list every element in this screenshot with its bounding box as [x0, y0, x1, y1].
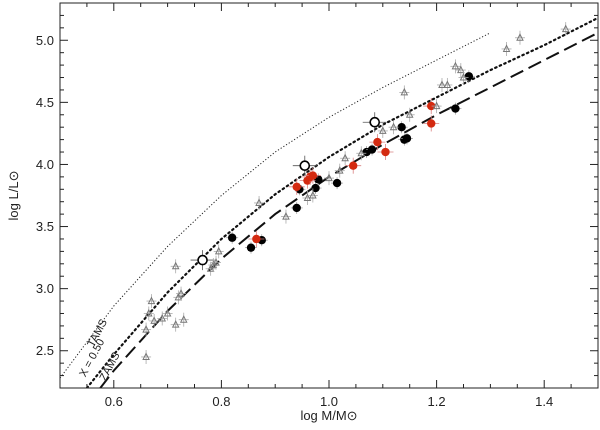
data-point-triangle [206, 264, 215, 272]
data-point-triangle [389, 122, 398, 131]
data-point-triangle [309, 190, 317, 199]
data-point-red [308, 171, 318, 180]
y-tick-label: 4.5 [36, 95, 54, 110]
data-point-open-circle [369, 116, 381, 128]
y-tick-label: 3.0 [36, 281, 54, 296]
data-point-triangle [209, 260, 218, 269]
plot-frame [59, 2, 599, 389]
data-point-black [397, 122, 406, 132]
x-tick-label: 1.2 [428, 394, 446, 409]
data-point-triangle [142, 325, 150, 333]
data-point-triangle [147, 296, 156, 305]
data-point-red [427, 119, 436, 128]
data-point-black [402, 134, 412, 143]
data-point-triangle [335, 166, 344, 174]
y-tick-label: 5.0 [36, 33, 54, 48]
data-point-triangle [502, 44, 511, 52]
data-point-triangle [459, 72, 468, 81]
data-point-triangle [214, 246, 223, 255]
y-tick-label: 3.5 [36, 219, 54, 234]
data-point-triangle [174, 292, 183, 301]
data-point-triangle [177, 288, 185, 297]
data-point-triangle [171, 261, 180, 270]
data-point-triangle [142, 352, 150, 360]
y-axis-label: log L/L⊙ [6, 171, 21, 221]
data-point-triangle [325, 173, 333, 182]
data-point-open-circle [197, 254, 208, 266]
data-point-open-circle [299, 160, 311, 171]
data-point-triangle [303, 193, 312, 201]
data-point-triangle [150, 316, 158, 324]
data-point-triangle [282, 211, 290, 220]
y-tick-label: 4.0 [36, 157, 54, 172]
data-point-black [367, 145, 377, 154]
data-point-triangle [451, 61, 460, 70]
data-point-triangle [179, 315, 188, 323]
data-point-triangle [432, 101, 441, 110]
data-point-black [451, 104, 460, 113]
data-point-triangle [378, 126, 387, 134]
x-tick-label: 1.0 [320, 394, 338, 409]
data-point-black [246, 243, 256, 252]
x-tick-label: 0.8 [212, 394, 230, 409]
data-point-triangle [516, 33, 524, 41]
x-tick-label: 0.6 [105, 394, 123, 409]
data-point-red [252, 234, 261, 244]
x-tick-label: 1.4 [535, 394, 553, 409]
data-point-black [464, 72, 474, 81]
data-point-red [381, 147, 390, 157]
data-point-triangle [561, 24, 570, 33]
data-point-triangle [255, 198, 263, 206]
data-point-black [292, 203, 301, 213]
model-curve-x-0-50 [85, 16, 598, 388]
data-point-triangle [163, 308, 172, 317]
data-point-triangle [357, 148, 366, 157]
data-point-triangle [438, 80, 446, 88]
data-point-red [349, 161, 358, 170]
data-point-black [311, 183, 320, 193]
data-point-red [292, 182, 301, 192]
data-point-triangle [457, 65, 465, 74]
data-point-triangle [158, 313, 167, 322]
data-point-black [332, 178, 342, 188]
data-point-triangle [171, 320, 180, 328]
data-point-triangle [443, 80, 452, 88]
data-point-triangle [341, 153, 349, 162]
data-point-black [227, 233, 237, 242]
x-axis-label: log M/M⊙ [300, 408, 357, 423]
data-point-triangle [400, 87, 409, 96]
data-point-triangle [212, 257, 220, 266]
data-point-triangle [405, 110, 414, 118]
y-tick-label: 2.5 [36, 343, 54, 358]
data-point-red [373, 137, 382, 147]
data-point-triangle [144, 308, 153, 317]
data-points [141, 22, 571, 364]
